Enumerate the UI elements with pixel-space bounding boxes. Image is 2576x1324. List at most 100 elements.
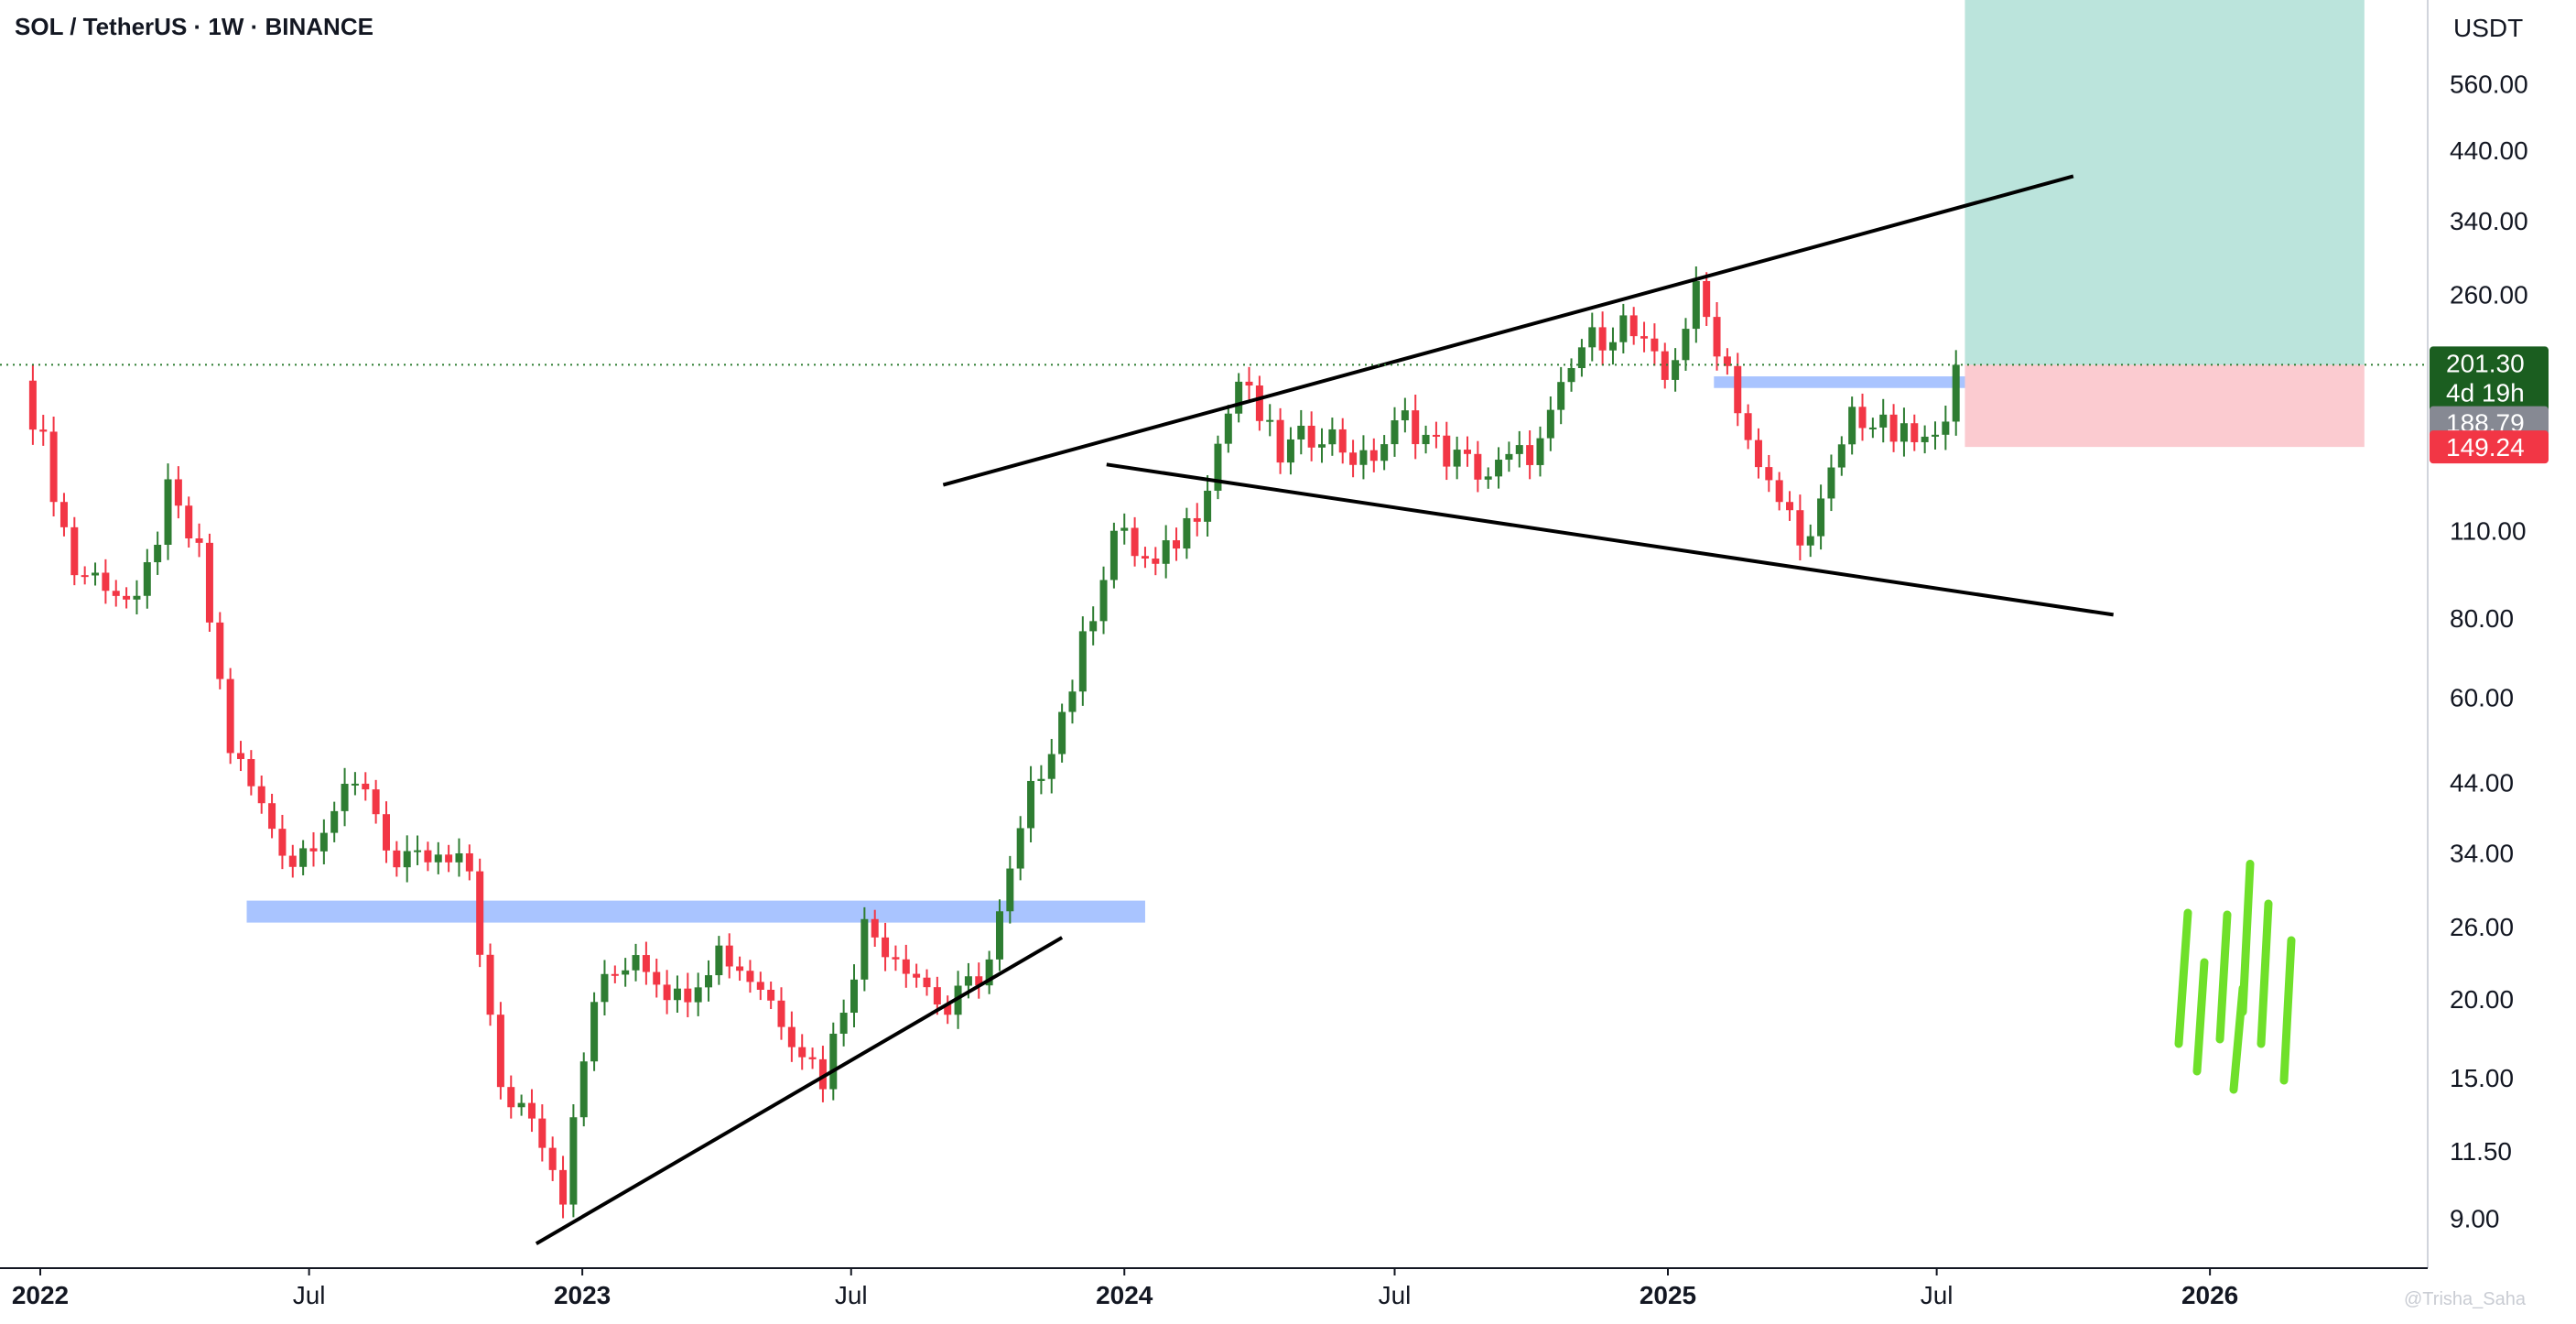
- candle: [1796, 494, 1804, 561]
- price-tick-label: 9.00: [2450, 1204, 2500, 1232]
- candle: [746, 960, 754, 993]
- svg-text:201.30: 201.30: [2446, 349, 2525, 377]
- time-tick-label: 2022: [12, 1281, 69, 1309]
- candle: [133, 580, 141, 615]
- trendlines[interactable]: [0, 174, 2428, 1245]
- candle: [164, 463, 172, 560]
- logo-icon: [2174, 860, 2296, 1094]
- price-tick-label: 34.00: [2450, 840, 2514, 868]
- candle: [923, 969, 931, 996]
- candle: [1276, 407, 1284, 474]
- target-zone[interactable]: [1964, 0, 2365, 365]
- candle: [1453, 436, 1461, 480]
- candle: [299, 840, 308, 875]
- candle: [341, 767, 349, 827]
- candle: [486, 943, 494, 1026]
- candle: [1775, 472, 1783, 511]
- candle: [1422, 425, 1430, 454]
- time-tick-label: 2026: [2181, 1281, 2238, 1309]
- candle: [1058, 703, 1066, 763]
- trendline[interactable]: [942, 174, 2074, 487]
- candle: [39, 415, 48, 446]
- candle: [70, 516, 79, 586]
- candle: [414, 835, 422, 865]
- candle: [143, 548, 151, 609]
- candle: [81, 566, 89, 585]
- candle: [1672, 348, 1680, 392]
- price-axis[interactable]: 560.00 440.00 340.00 260.00 110.00 80.00 60.00…: [2450, 71, 2528, 1233]
- candle: [1235, 373, 1243, 423]
- candle: [1131, 516, 1139, 567]
- time-axis[interactable]: 2022 Jul 2023 Jul 2024 Jul 2025 Jul 2026: [12, 1268, 2238, 1309]
- candle: [112, 580, 120, 607]
- candle: [1463, 436, 1471, 467]
- stop-zone[interactable]: [1964, 364, 2365, 448]
- candle: [195, 523, 203, 558]
- candle: [507, 1075, 515, 1119]
- logo-stroke: [2192, 958, 2209, 1076]
- long-position-tool[interactable]: [1964, 0, 2365, 448]
- candle: [1412, 394, 1420, 460]
- candle: [268, 793, 276, 839]
- candle: [538, 1104, 547, 1162]
- candle: [808, 1047, 817, 1069]
- candle: [1484, 467, 1492, 489]
- candle: [174, 466, 182, 519]
- candle: [216, 612, 224, 689]
- candle: [1109, 522, 1118, 589]
- candle: [1359, 435, 1368, 480]
- candle: [1443, 421, 1451, 481]
- candles: [28, 266, 1960, 1219]
- candle: [1661, 342, 1669, 389]
- candle: [1588, 312, 1596, 362]
- candle: [882, 922, 890, 971]
- candle: [247, 750, 255, 796]
- candle: [1848, 396, 1856, 455]
- candle: [653, 958, 661, 998]
- candle: [403, 835, 411, 883]
- candle: [1629, 307, 1638, 345]
- price-tick-label: 80.00: [2450, 604, 2514, 633]
- time-tick-label: Jul: [1379, 1281, 1412, 1309]
- candle: [839, 999, 848, 1047]
- candle: [995, 899, 1003, 971]
- candle: [705, 960, 713, 1002]
- time-tick-label: 2025: [1640, 1281, 1696, 1309]
- candle: [1432, 421, 1440, 449]
- trendline[interactable]: [1106, 462, 2114, 617]
- chart-title: SOL / TetherUS · 1W · BINANCE: [15, 13, 373, 40]
- candle: [60, 493, 68, 537]
- candle: [1152, 547, 1160, 576]
- candle: [154, 531, 162, 575]
- candle: [1879, 398, 1888, 443]
- candle: [226, 667, 234, 765]
- candle: [673, 975, 681, 1014]
- zone-rect[interactable]: [246, 900, 1145, 923]
- logo-stroke: [2174, 908, 2192, 1048]
- candle: [1806, 524, 1814, 558]
- candle: [1318, 428, 1326, 463]
- candle: [1786, 491, 1794, 521]
- candle: [1380, 435, 1389, 471]
- candle: [1120, 513, 1129, 545]
- svg-text:149.24: 149.24: [2446, 433, 2525, 461]
- candle: [1162, 525, 1170, 579]
- logo-stroke: [2257, 899, 2273, 1048]
- candle: [465, 844, 473, 881]
- candle: [476, 858, 484, 968]
- time-tick-label: 2024: [1096, 1281, 1153, 1309]
- candle: [1006, 855, 1014, 924]
- candle: [351, 772, 359, 796]
- candle: [913, 963, 921, 988]
- candle: [767, 981, 775, 1010]
- candle: [1910, 414, 1919, 451]
- candle: [1286, 427, 1294, 475]
- price-tick-label: 11.50: [2450, 1137, 2512, 1166]
- candle: [777, 987, 785, 1040]
- trendline[interactable]: [535, 936, 1064, 1245]
- candle: [1193, 503, 1201, 537]
- candle: [1047, 739, 1055, 794]
- candle: [1183, 507, 1191, 559]
